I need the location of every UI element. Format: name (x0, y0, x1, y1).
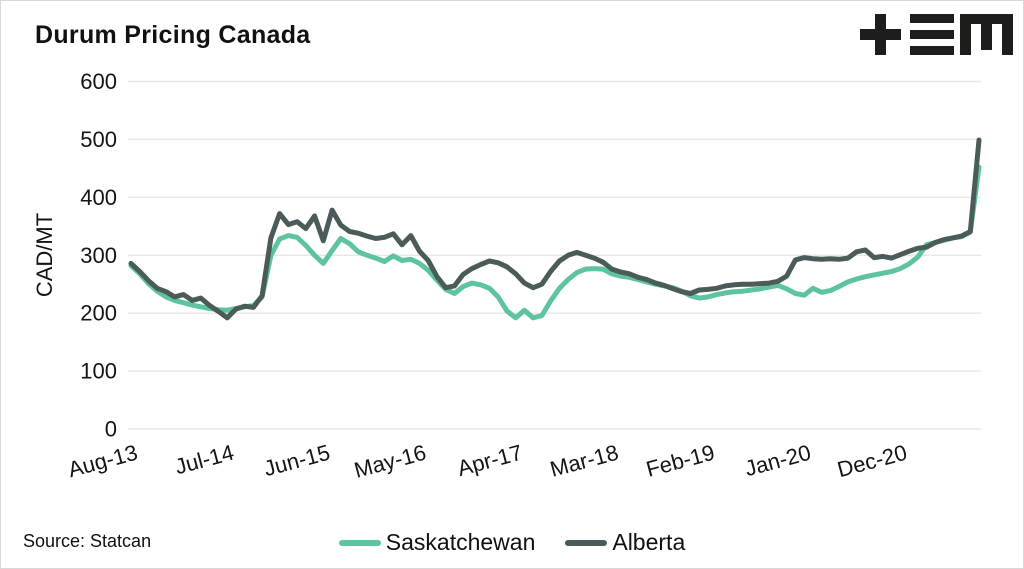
x-tick-Mar-18: Mar-18 (547, 440, 621, 482)
x-tick-Aug-13: Aug-13 (65, 440, 140, 483)
y-tick-200: 200 (80, 301, 117, 326)
x-tick-Dec-20: Dec-20 (835, 440, 910, 483)
chart-title: Durum Pricing Canada (35, 21, 311, 49)
y-tick-300: 300 (80, 243, 117, 268)
alberta-line-swatch (565, 539, 608, 546)
source-note: Source: Statcan (23, 531, 152, 551)
legend-item-alberta: Alberta (565, 529, 685, 556)
saskatchewan-line-swatch (338, 539, 381, 546)
x-tick-Apr-17: Apr-17 (455, 440, 525, 481)
y-tick-0: 0 (105, 417, 117, 442)
legend-item-saskatchewan: Saskatchewan (338, 529, 536, 556)
x-tick-Jul-14: Jul-14 (172, 440, 236, 480)
x-tick-Jan-20: Jan-20 (742, 440, 813, 482)
y-tick-500: 500 (80, 127, 117, 152)
x-tick-Jun-15: Jun-15 (261, 440, 332, 482)
x-tick-May-16: May-16 (351, 440, 428, 483)
y-tick-400: 400 (80, 185, 117, 210)
legend-label-saskatchewan: Saskatchewan (385, 529, 536, 555)
y-tick-600: 600 (80, 69, 117, 94)
x-tick-Feb-19: Feb-19 (643, 440, 717, 482)
alberta-line (128, 137, 982, 321)
y-tick-100: 100 (80, 359, 117, 384)
legend-label-alberta: Alberta (612, 529, 686, 555)
saskatchewan-line (128, 164, 982, 321)
tem-logo (860, 14, 1013, 55)
chart-legend: Saskatchewan Alberta (1, 529, 1023, 556)
